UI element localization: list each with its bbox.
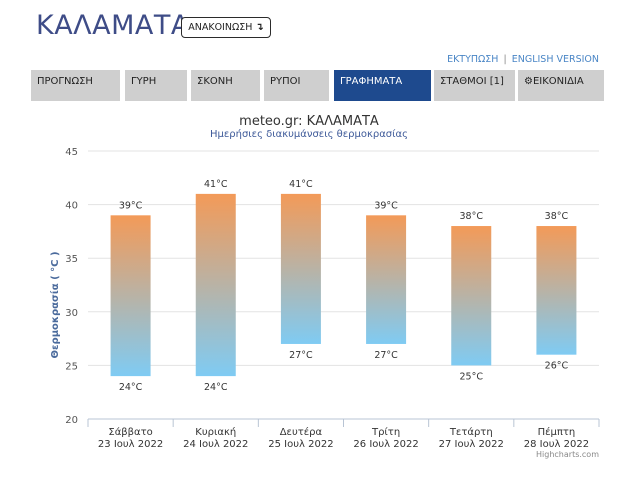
tab-pollen-label: ΓΥΡΗ bbox=[131, 76, 157, 87]
data-labels: 39°C 24°C 41°C 24°C 41°C 27°C 39°C 27°C 38°C 25°C… bbox=[119, 179, 569, 393]
low-temp-label: 27°C bbox=[289, 350, 313, 361]
x-tick-day: Τρίτη bbox=[371, 426, 400, 438]
tab-stations-label: ΣΤΑΘΜΟΙ [1] bbox=[440, 76, 504, 87]
low-temp-label: 24°C bbox=[119, 382, 143, 393]
high-temp-label: 39°C bbox=[374, 200, 398, 211]
temperature-bar bbox=[280, 193, 321, 344]
temperature-bar bbox=[195, 193, 236, 377]
temperature-chart: meteo.gr: ΚΑΛΑΜΑΤΑ Ημερήσιες διακυμάνσει… bbox=[49, 114, 600, 459]
chart-bars bbox=[110, 193, 577, 377]
y-axis-ticks: 20 25 30 35 40 45 bbox=[65, 147, 78, 426]
temperature-bar bbox=[536, 226, 577, 355]
chart-title: meteo.gr: ΚΑΛΑΜΑΤΑ bbox=[239, 114, 379, 129]
high-temp-label: 38°C bbox=[460, 211, 484, 222]
high-temp-label: 39°C bbox=[119, 200, 143, 211]
chart-credits[interactable]: Highcharts.com bbox=[536, 450, 599, 459]
down-arrow-icon: ↴ bbox=[255, 22, 264, 33]
low-temp-label: 24°C bbox=[204, 382, 228, 393]
tab-charts[interactable]: ΓΡΑΦΗΜΑΤΑ bbox=[334, 70, 431, 101]
x-tick-day: Πέμπτη bbox=[538, 426, 576, 438]
link-separator: | bbox=[503, 54, 507, 65]
y-axis-label: Θερμοκρασία ( °C ) bbox=[49, 251, 61, 358]
announcement-button[interactable]: ΑΝΑΚΟΙΝΩΣΗ ↴ bbox=[181, 17, 271, 38]
x-tick-day: Δευτέρα bbox=[280, 426, 323, 438]
city-title: ΚΑΛΑΜΑΤΑ bbox=[36, 10, 190, 41]
x-tick-day: Κυριακή bbox=[195, 426, 236, 438]
top-links: ΕΚΤΥΠΩΣΗ | ENGLISH VERSION bbox=[447, 54, 599, 65]
tab-charts-label: ΓΡΑΦΗΜΑΤΑ bbox=[340, 76, 403, 87]
y-tick-label: 35 bbox=[65, 254, 78, 265]
tab-dust[interactable]: ΣΚΟΝΗ bbox=[191, 70, 260, 101]
y-tick-label: 30 bbox=[65, 308, 78, 319]
x-tick-date: 26 Ιουλ 2022 bbox=[353, 439, 418, 450]
y-tick-label: 45 bbox=[65, 147, 78, 158]
x-tick-day: Τετάρτη bbox=[449, 426, 493, 438]
x-tick-date: 24 Ιουλ 2022 bbox=[183, 439, 248, 450]
chart-subtitle: Ημερήσιες διακυμάνσεις θερμοκρασίας bbox=[210, 128, 408, 140]
low-temp-label: 25°C bbox=[460, 371, 484, 382]
chart-grid bbox=[88, 150, 599, 420]
low-temp-label: 26°C bbox=[545, 361, 569, 372]
temperature-bar bbox=[451, 226, 492, 366]
x-tick-date: 23 Ιουλ 2022 bbox=[98, 439, 163, 450]
x-tick-date: 27 Ιουλ 2022 bbox=[439, 439, 504, 450]
high-temp-label: 38°C bbox=[545, 211, 569, 222]
tab-forecast-label: ΠΡΟΓΝΩΣΗ bbox=[37, 76, 93, 87]
y-tick-label: 25 bbox=[65, 361, 78, 372]
tab-widgets[interactable]: ⚙ΕΙΚΟΝΙΔΙΑ bbox=[518, 70, 604, 101]
high-temp-label: 41°C bbox=[204, 179, 228, 190]
tab-pollutants-label: ΡΥΠΟΙ bbox=[270, 76, 301, 87]
announcement-label: ΑΝΑΚΟΙΝΩΣΗ bbox=[188, 22, 253, 33]
temperature-bar bbox=[110, 215, 151, 377]
high-temp-label: 41°C bbox=[289, 179, 313, 190]
x-tick-day: Σάββατο bbox=[108, 426, 152, 438]
english-version-link[interactable]: ENGLISH VERSION bbox=[511, 54, 599, 65]
tab-forecast[interactable]: ΠΡΟΓΝΩΣΗ bbox=[31, 70, 120, 101]
tab-pollutants[interactable]: ΡΥΠΟΙ bbox=[264, 70, 329, 101]
temperature-bar bbox=[366, 215, 407, 344]
tab-stations[interactable]: ΣΤΑΘΜΟΙ [1] bbox=[434, 70, 515, 101]
x-tick-date: 25 Ιουλ 2022 bbox=[268, 439, 333, 450]
main-nav: ΠΡΟΓΝΩΣΗ ΓΥΡΗ ΣΚΟΝΗ ΡΥΠΟΙ ΓΡΑΦΗΜΑΤΑ ΣΤΑΘ… bbox=[31, 70, 605, 101]
y-tick-label: 20 bbox=[65, 415, 78, 426]
tab-dust-label: ΣΚΟΝΗ bbox=[197, 76, 233, 87]
low-temp-label: 27°C bbox=[374, 350, 398, 361]
tab-pollen[interactable]: ΓΥΡΗ bbox=[125, 70, 187, 101]
print-link[interactable]: ΕΚΤΥΠΩΣΗ bbox=[447, 54, 499, 65]
x-tick-date: 28 Ιουλ 2022 bbox=[524, 439, 589, 450]
y-tick-label: 40 bbox=[65, 201, 78, 212]
tab-widgets-label: ΕΙΚΟΝΙΔΙΑ bbox=[532, 76, 584, 87]
gear-icon: ⚙ bbox=[524, 76, 533, 87]
